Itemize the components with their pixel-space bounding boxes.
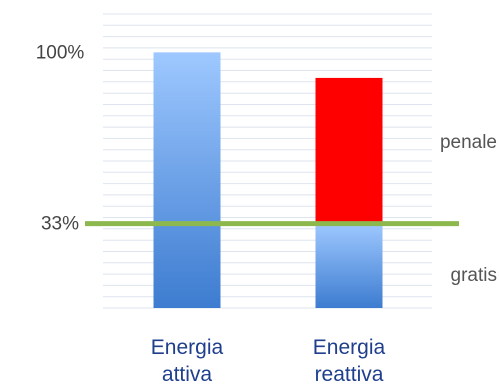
labels: 100% 33% penale gratis Energia attiva Energia r… <box>36 42 497 386</box>
y-tick-label: 33% <box>41 214 79 235</box>
category-label: Energia reattiva <box>313 336 386 386</box>
annotation-gratis: gratis <box>451 265 497 286</box>
bars <box>153 52 383 308</box>
bar-energia-attiva <box>153 52 221 308</box>
bar-energia-reattiva-penale <box>315 77 383 224</box>
bar-energia-reattiva-gratis <box>315 223 383 308</box>
category-label: Energia attiva <box>151 336 224 386</box>
gridlines <box>103 13 432 309</box>
y-tick-label: 100% <box>36 42 85 63</box>
annotation-penale: penale <box>440 132 497 153</box>
